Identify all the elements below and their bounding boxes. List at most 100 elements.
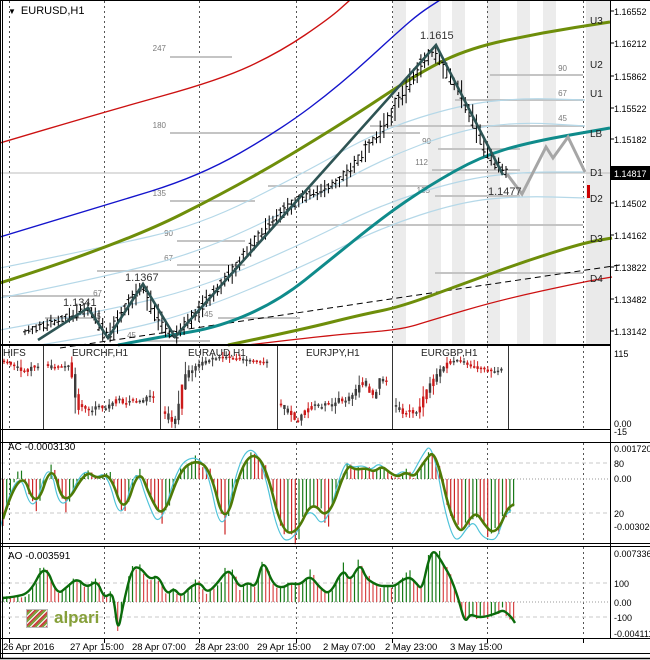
band-u3-olive — [0, 20, 611, 285]
swing-price-label: 1.1615 — [420, 30, 454, 42]
mini-candle-body — [361, 382, 364, 386]
ao-value: -0.003591 — [25, 551, 71, 562]
mini-candle-body — [225, 356, 228, 359]
mini-candle-body — [327, 403, 330, 405]
mini-candle-body — [364, 380, 368, 386]
mini-candle-body — [67, 365, 70, 367]
ao-indicator-label: AO -0.003591 — [8, 551, 70, 562]
price-axis-label: 1.15182 — [614, 135, 647, 145]
ac-main-line — [1, 452, 515, 534]
mini-candle-body — [33, 365, 36, 368]
band-label: U1 — [590, 89, 603, 100]
mini-candle-body — [344, 400, 347, 403]
mini-candle-body — [496, 370, 500, 373]
band-label: D2 — [590, 194, 603, 205]
ao-level-label: -100 — [614, 613, 632, 623]
mini-candle-body — [63, 366, 67, 368]
mini-candle-body — [381, 378, 385, 382]
mini-candle-body — [259, 361, 262, 363]
mini-candle-body — [214, 358, 218, 360]
mini-symbol-label: EURGBP,H1 — [421, 348, 478, 359]
symbol-title[interactable]: ▼ EURUSD,H1 — [8, 5, 85, 17]
band-d4-red — [247, 276, 613, 346]
band-label: U3 — [590, 16, 603, 27]
mini-candle-body — [218, 356, 221, 359]
mini-candle-body — [108, 404, 111, 409]
mini-candle-body — [375, 391, 378, 399]
mini-candle-body — [445, 362, 449, 369]
level-label: 45 — [204, 310, 213, 319]
ac-title: AC — [8, 442, 22, 453]
price-axis-label: 1.14162 — [614, 231, 647, 241]
mini-candle-body — [19, 367, 23, 371]
mini-candle-body — [97, 405, 101, 408]
level-label: 45 — [92, 312, 101, 321]
mini-candle-body — [385, 380, 388, 382]
mini-candle-body — [111, 402, 114, 406]
mini-candle-body — [354, 388, 357, 396]
mini-candle-body — [479, 367, 483, 370]
mini-candle-body — [324, 403, 327, 406]
ao-axis-label: 0.007336 — [614, 549, 650, 559]
price-axis-label: 1.16212 — [614, 39, 647, 49]
time-axis-label: 3 May 15:00 — [450, 642, 502, 653]
price-axis-label: 1.13142 — [614, 327, 647, 337]
band-label: D1 — [590, 168, 603, 179]
level-label: 45 — [558, 114, 567, 123]
mini-candle-body — [358, 384, 361, 393]
mini-candle-body — [170, 416, 173, 422]
alpari-logo-text: alpari — [54, 608, 100, 627]
mini-candle-body — [456, 359, 459, 362]
mini-candle-body — [94, 406, 97, 410]
level-label: 180 — [153, 121, 167, 130]
mini-candle-body — [208, 360, 211, 363]
chevron-down-icon[interactable]: ▼ — [8, 7, 16, 16]
mini-candle-body — [114, 399, 118, 404]
mini-candle-body — [432, 378, 435, 387]
ac-indicator-label: AC -0.0003130 — [8, 442, 75, 453]
mini-candle-body — [174, 418, 177, 424]
ma-blue — [0, 0, 441, 238]
level-label: 90 — [558, 64, 567, 73]
mini-candle-body — [490, 369, 493, 372]
mini-candle-body — [330, 404, 334, 407]
price-axis-label: 1.13822 — [614, 263, 647, 273]
mini-candle-body — [191, 370, 194, 374]
current-price-box — [611, 166, 650, 180]
mini-candle-body — [187, 370, 190, 378]
mini-candle-body — [231, 358, 235, 360]
swing-price-label: 1.1367 — [125, 272, 159, 284]
mini-candle-body — [411, 409, 415, 414]
mini-candle-body — [197, 363, 201, 367]
level-label: 45 — [127, 331, 136, 340]
mini-candle-body — [283, 404, 286, 409]
mini-candle-body — [347, 396, 351, 401]
mini-candle-body — [91, 410, 94, 413]
mini-candle-body — [452, 360, 455, 363]
mini-candle-body — [163, 411, 167, 414]
mini-candle-body — [341, 398, 344, 402]
level-label: 67 — [93, 289, 102, 298]
mini-candle-body — [351, 394, 354, 399]
mini-candle-body — [60, 366, 63, 368]
mini-candle-body — [26, 369, 29, 372]
mini-candle-body — [439, 369, 442, 377]
forecast-zigzag — [505, 134, 587, 197]
time-axis-label: 28 Apr 07:00 — [132, 642, 186, 653]
mini-candle-body — [235, 358, 238, 360]
mini-candle-body — [252, 360, 255, 363]
mini-candle-body — [500, 368, 503, 371]
ac-level-label: 80 — [614, 459, 624, 469]
mini-candle-body — [57, 366, 60, 368]
level-label: 90 — [164, 229, 173, 238]
time-axis-label: 27 Apr 15:00 — [70, 642, 124, 653]
mini-candle-body — [70, 362, 73, 378]
mini-candle-body — [194, 366, 197, 371]
mini-candle-body — [245, 359, 248, 362]
mini-candle-body — [442, 366, 445, 372]
mini-candle-body — [180, 384, 184, 409]
mini-candle-body — [142, 400, 145, 403]
mini-candle-body — [279, 403, 283, 406]
